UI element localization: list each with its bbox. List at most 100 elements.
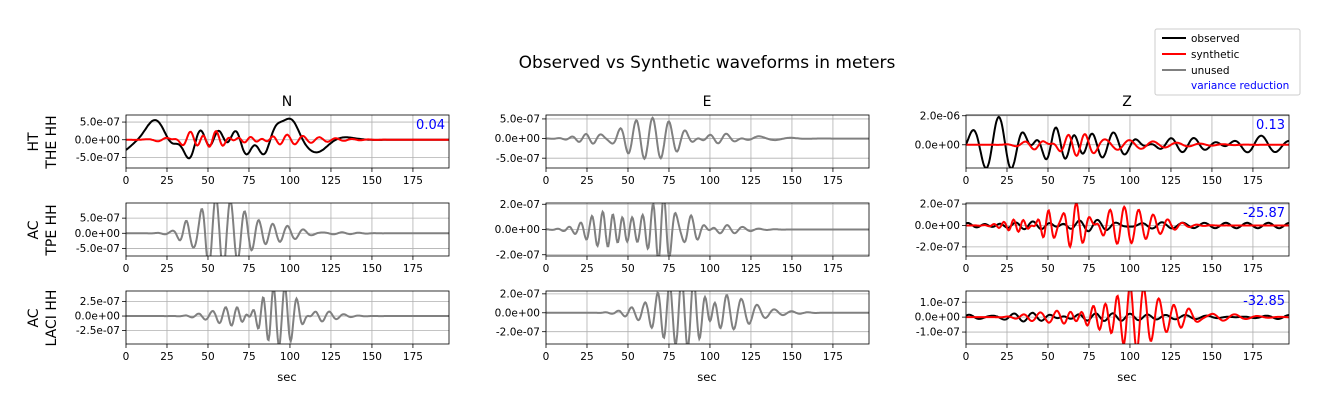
- y-tick-label: 5.0e-07: [500, 114, 540, 126]
- unused-trace: [546, 203, 869, 256]
- x-tick-label: 175: [1243, 263, 1263, 275]
- y-tick-label: 2.0e-07: [500, 199, 540, 211]
- x-tick-label: 150: [1202, 263, 1222, 275]
- x-tick-label: 125: [741, 351, 761, 363]
- y-tick-label: 0.0e+00: [75, 134, 120, 146]
- x-tick-label: 50: [201, 351, 214, 363]
- x-tick-label: 25: [1000, 351, 1013, 363]
- y-tick-label: 0.0e+00: [495, 224, 540, 236]
- x-tick-label: 50: [621, 175, 634, 187]
- x-tick-label: 25: [580, 263, 593, 275]
- chart-title: Observed vs Synthetic waveforms in meter…: [519, 53, 896, 73]
- x-tick-label: 100: [1120, 263, 1140, 275]
- panel-grid: 0 25 50 75 100 125 150 175 -5.0e-07 0.0e+00 5.0e-0…: [75, 110, 1290, 363]
- x-tick-label: 175: [403, 263, 423, 275]
- row-label-3: AC LACI HH: [26, 290, 60, 347]
- variance-reduction-value: -25.87: [1243, 206, 1285, 221]
- x-tick-label: 100: [700, 263, 720, 275]
- x-tick-label: 100: [280, 263, 300, 275]
- panel-frame: [125, 114, 450, 169]
- y-tick-label: 1.0e-07: [920, 297, 960, 309]
- panel-r3-e: 0 25 50 75 100 125 150 175 -2.0e-07 0.0e+00 2.0e-0…: [495, 288, 870, 363]
- x-tick-label: 75: [662, 175, 675, 187]
- x-tick-label: 0: [543, 351, 550, 363]
- x-tick-label: 125: [321, 263, 341, 275]
- x-tick-label: 150: [782, 263, 802, 275]
- synthetic-trace: [966, 132, 1289, 157]
- panel-frame: [545, 202, 870, 257]
- row-label-1: HT THE HH: [26, 115, 60, 169]
- x-tick-label: 100: [1120, 175, 1140, 187]
- x-tick-label: 75: [1082, 351, 1095, 363]
- x-tick-label: 150: [782, 175, 802, 187]
- x-axis-label-z: sec: [1117, 370, 1136, 384]
- x-tick-label: 125: [1161, 175, 1181, 187]
- legend-observed-label: observed: [1191, 33, 1240, 45]
- panel-frame: [125, 202, 450, 257]
- unused-trace: [126, 291, 449, 344]
- panel-frame: [965, 290, 1290, 345]
- variance-reduction-value: -32.85: [1243, 294, 1285, 309]
- x-tick-label: 50: [1041, 351, 1054, 363]
- x-tick-label: 175: [823, 263, 843, 275]
- x-tick-label: 50: [1041, 175, 1054, 187]
- x-tick-label: 75: [662, 351, 675, 363]
- y-tick-label: -1.0e-07: [916, 327, 960, 339]
- panel-frame: [965, 114, 1290, 169]
- x-axis-label-e: sec: [697, 370, 716, 384]
- legend-synthetic-label: synthetic: [1191, 49, 1240, 61]
- y-tick-label: 0.0e+00: [75, 228, 120, 240]
- column-title-n: N: [282, 94, 292, 110]
- unused-trace: [546, 291, 869, 344]
- panel-r2-n: 0 25 50 75 100 125 150 175 -5.0e-07 0.0e+00 5.0e-0…: [75, 202, 450, 275]
- panel-r1-e: 0 25 50 75 100 125 150 175 -5.0e-07 0.0e+00 5.0e-0…: [495, 114, 870, 187]
- legend-unused-label: unused: [1191, 65, 1230, 77]
- x-tick-label: 175: [823, 175, 843, 187]
- x-tick-label: 100: [1120, 351, 1140, 363]
- x-tick-label: 175: [403, 351, 423, 363]
- y-tick-label: 2.0e-07: [500, 288, 540, 300]
- x-tick-label: 150: [362, 263, 382, 275]
- column-title-e: E: [703, 94, 712, 110]
- unused-trace: [126, 203, 449, 256]
- x-tick-label: 75: [1082, 263, 1095, 275]
- x-tick-label: 0: [123, 263, 130, 275]
- y-tick-label: -5.0e-07: [76, 152, 120, 164]
- x-tick-label: 50: [201, 263, 214, 275]
- x-tick-label: 50: [621, 263, 634, 275]
- x-tick-label: 150: [362, 175, 382, 187]
- x-tick-label: 0: [963, 175, 970, 187]
- row-label-3-line1: AC: [26, 308, 42, 327]
- y-tick-label: -2.0e-07: [916, 241, 960, 253]
- panel-r2-e: 0 25 50 75 100 125 150 175 -2.0e-07 0.0e+00 2.0e-0…: [495, 199, 870, 275]
- synthetic-trace: [126, 129, 449, 148]
- x-tick-label: 25: [580, 175, 593, 187]
- y-tick-label: 0.0e+00: [75, 311, 120, 323]
- panel-frame: [965, 202, 1290, 257]
- panel-r2-z: 0 25 50 75 100 125 150 175 -2.0e-07 0.0e+00 2.0e-0…: [915, 199, 1290, 275]
- y-tick-label: 0.0e+00: [915, 220, 960, 232]
- row-label-2-line2: TPE HH: [44, 204, 60, 256]
- x-tick-label: 75: [1082, 175, 1095, 187]
- y-tick-label: 0.0e+00: [915, 139, 960, 151]
- y-tick-label: 5.0e-07: [80, 117, 120, 129]
- x-axis-label-n: sec: [277, 370, 296, 384]
- x-tick-label: 75: [242, 263, 255, 275]
- x-tick-label: 100: [700, 351, 720, 363]
- row-label-3-line2: LACI HH: [44, 290, 60, 347]
- row-label-1-line1: HT: [26, 132, 42, 152]
- row-label-2: AC TPE HH: [26, 204, 60, 256]
- y-tick-label: 0.0e+00: [495, 133, 540, 145]
- x-tick-label: 25: [160, 175, 173, 187]
- x-tick-label: 25: [1000, 263, 1013, 275]
- x-tick-label: 100: [280, 351, 300, 363]
- y-tick-label: -2.5e-07: [76, 325, 120, 337]
- x-tick-label: 0: [963, 263, 970, 275]
- x-tick-label: 125: [1161, 351, 1181, 363]
- panel-r1-n: 0 25 50 75 100 125 150 175 -5.0e-07 0.0e+00 5.0e-0…: [75, 114, 450, 187]
- y-tick-label: -5.0e-07: [496, 153, 540, 165]
- x-tick-label: 50: [1041, 263, 1054, 275]
- x-tick-label: 150: [362, 351, 382, 363]
- legend-vr-label: variance reduction: [1191, 80, 1289, 92]
- x-tick-label: 150: [1202, 175, 1222, 187]
